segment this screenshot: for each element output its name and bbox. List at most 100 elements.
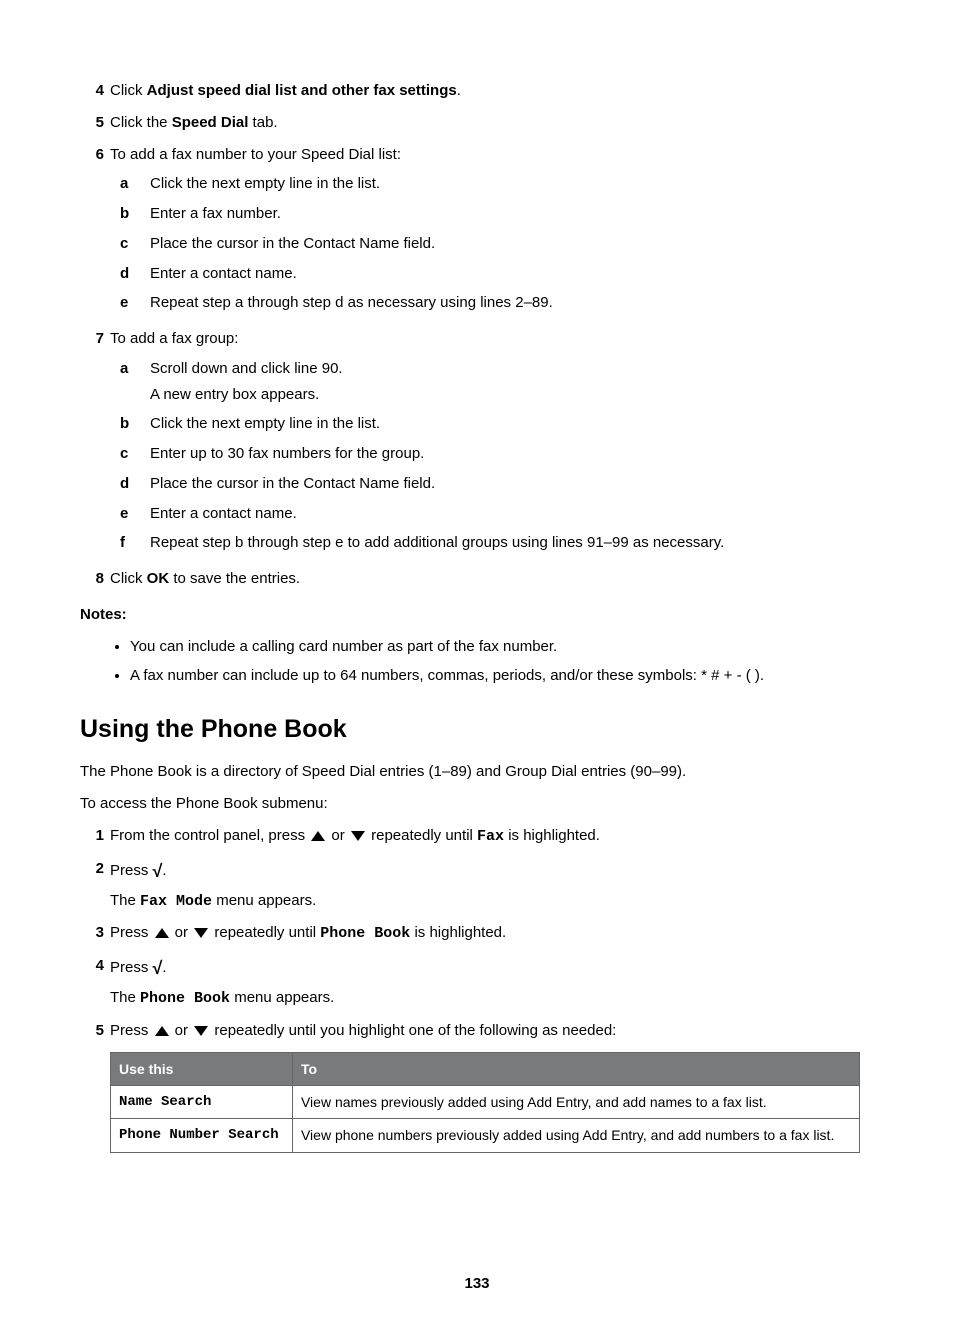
step-text: repeatedly until you highlight one of th… — [210, 1022, 616, 1039]
sub-step: c Enter up to 30 fax numbers for the grou… — [110, 443, 874, 465]
step-text: From the control panel, press — [110, 827, 309, 844]
step-text: OK — [147, 570, 170, 587]
options-table: Use this To Name SearchView names previo… — [110, 1052, 860, 1153]
note-item: You can include a calling card number as… — [130, 636, 874, 658]
step-body: To add a fax number to your Speed Dial l… — [110, 144, 874, 319]
numbered-steps-top: 4Click Adjust speed dial list and other … — [80, 80, 874, 590]
sub-step-text: Repeat step a through step d as necessar… — [150, 292, 874, 314]
sub-step: bEnter a fax number. — [110, 203, 874, 225]
step-followup: The Fax Mode menu appears. — [110, 890, 874, 913]
step-text: menu appears. — [230, 989, 334, 1006]
sub-step: e Repeat step a through step d as necessa… — [110, 292, 874, 314]
down-arrow-icon — [194, 1026, 208, 1036]
sub-step-text: Place the cursor in the Contact Name fie… — [150, 473, 874, 495]
step-text: . — [457, 82, 461, 99]
step-text: repeatedly until — [210, 924, 320, 941]
step-number: 4 — [80, 955, 104, 1010]
step-text: Click — [110, 570, 147, 587]
sub-step-letter: e — [120, 292, 140, 314]
step-text: Press — [110, 924, 153, 941]
sub-step-text: Click the next empty line in the list. — [150, 173, 874, 195]
sub-step-letter: f — [120, 532, 140, 554]
sub-step-text: Click the next empty line in the list. — [150, 413, 874, 435]
step-body: Press √. The Phone Book menu appears. — [110, 955, 874, 1010]
table-cell-value: View phone numbers previously added usin… — [292, 1119, 859, 1152]
intro-paragraph-1: The Phone Book is a directory of Speed D… — [80, 761, 874, 783]
step-number: 8 — [80, 568, 104, 590]
step-text: Click the — [110, 114, 172, 131]
step-number: 7 — [80, 328, 104, 558]
step-body: Click OK to save the entries. — [110, 568, 874, 590]
sub-step-letter: a — [120, 358, 140, 380]
page-number: 133 — [80, 1273, 874, 1295]
sub-step-extra: A new entry box appears. — [150, 384, 874, 406]
table-header-use-this: Use this — [111, 1052, 293, 1085]
check-icon: √ — [153, 861, 163, 881]
step-text: repeatedly until — [367, 827, 477, 844]
step-text: Press — [110, 959, 153, 976]
notes-list: You can include a calling card number as… — [80, 636, 874, 688]
step-text: menu appears. — [212, 892, 316, 909]
sub-step-text: Enter up to 30 fax numbers for the group… — [150, 443, 874, 465]
mono-label: Phone Book — [320, 925, 410, 942]
numbered-step: 8 Click OK to save the entries. — [80, 568, 874, 590]
step-number: 2 — [80, 858, 104, 913]
sub-step-letter: c — [120, 443, 140, 465]
sub-step-text: Place the cursor in the Contact Name fie… — [150, 233, 874, 255]
up-arrow-icon — [155, 928, 169, 938]
step-text: The — [110, 989, 140, 1006]
sub-step-letter: e — [120, 503, 140, 525]
mono-label: Phone Book — [140, 990, 230, 1007]
sub-step: dEnter a contact name. — [110, 263, 874, 285]
step-body: From the control panel, press or repeate… — [110, 825, 874, 848]
step-1: 1 From the control panel, press or repea… — [80, 825, 874, 848]
numbered-step: 4Click Adjust speed dial list and other … — [80, 80, 874, 102]
sub-step: a Click the next empty line in the list. — [110, 173, 874, 195]
note-item: A fax number can include up to 64 number… — [130, 665, 874, 687]
numbered-step: 7To add a fax group:aScroll down and cli… — [80, 328, 874, 558]
step-number: 1 — [80, 825, 104, 848]
sub-step-text: Enter a contact name. — [150, 503, 874, 525]
table-cell-key: Name Search — [111, 1085, 293, 1118]
table-cell-key: Phone Number Search — [111, 1119, 293, 1152]
intro-paragraph-2: To access the Phone Book submenu: — [80, 793, 874, 815]
step-text: Speed Dial — [172, 114, 249, 131]
step-body: Click the Speed Dial tab. — [110, 112, 874, 134]
step-text: to save the entries. — [169, 570, 300, 587]
step-followup: The Phone Book menu appears. — [110, 987, 874, 1010]
step-2: 2 Press √. The Fax Mode menu appears. — [80, 858, 874, 913]
step-text: or — [327, 827, 349, 844]
step-5: 5 Press or repeatedly until you highligh… — [80, 1020, 874, 1042]
step-text: . — [162, 862, 166, 879]
step-text: To add a fax number to your Speed Dial l… — [110, 146, 401, 163]
table-row: Phone Number SearchView phone numbers pr… — [111, 1119, 860, 1152]
down-arrow-icon — [194, 928, 208, 938]
sub-step: bClick the next empty line in the list. — [110, 413, 874, 435]
step-body: Press or repeatedly until Phone Book is … — [110, 922, 874, 945]
numbered-step: 6To add a fax number to your Speed Dial … — [80, 144, 874, 319]
sub-step: f Repeat step b through step e to add add… — [110, 532, 874, 554]
step-text: Adjust speed dial list and other fax set… — [147, 82, 457, 99]
table-cell-value: View names previously added using Add En… — [292, 1085, 859, 1118]
phonebook-steps: 1 From the control panel, press or repea… — [80, 825, 874, 1042]
table-header-to: To — [292, 1052, 859, 1085]
sub-step: e Enter a contact name. — [110, 503, 874, 525]
sub-step-letter: a — [120, 173, 140, 195]
step-text: or — [171, 1022, 193, 1039]
step-text: . — [162, 959, 166, 976]
sub-step-text: Scroll down and click line 90. — [150, 358, 874, 380]
notes-heading: Notes: — [80, 604, 874, 626]
up-arrow-icon — [155, 1026, 169, 1036]
mono-label: Fax — [477, 828, 504, 845]
mono-label: Fax Mode — [140, 893, 212, 910]
sub-step-letter: d — [120, 473, 140, 495]
step-text: tab. — [248, 114, 277, 131]
sub-step-text: Repeat step b through step e to add addi… — [150, 532, 874, 554]
step-number: 3 — [80, 922, 104, 945]
up-arrow-icon — [311, 831, 325, 841]
step-text: or — [171, 924, 193, 941]
sub-step: d Place the cursor in the Contact Name fi… — [110, 473, 874, 495]
sub-step-letter: d — [120, 263, 140, 285]
step-text: is highlighted. — [410, 924, 506, 941]
section-heading: Using the Phone Book — [80, 711, 874, 747]
